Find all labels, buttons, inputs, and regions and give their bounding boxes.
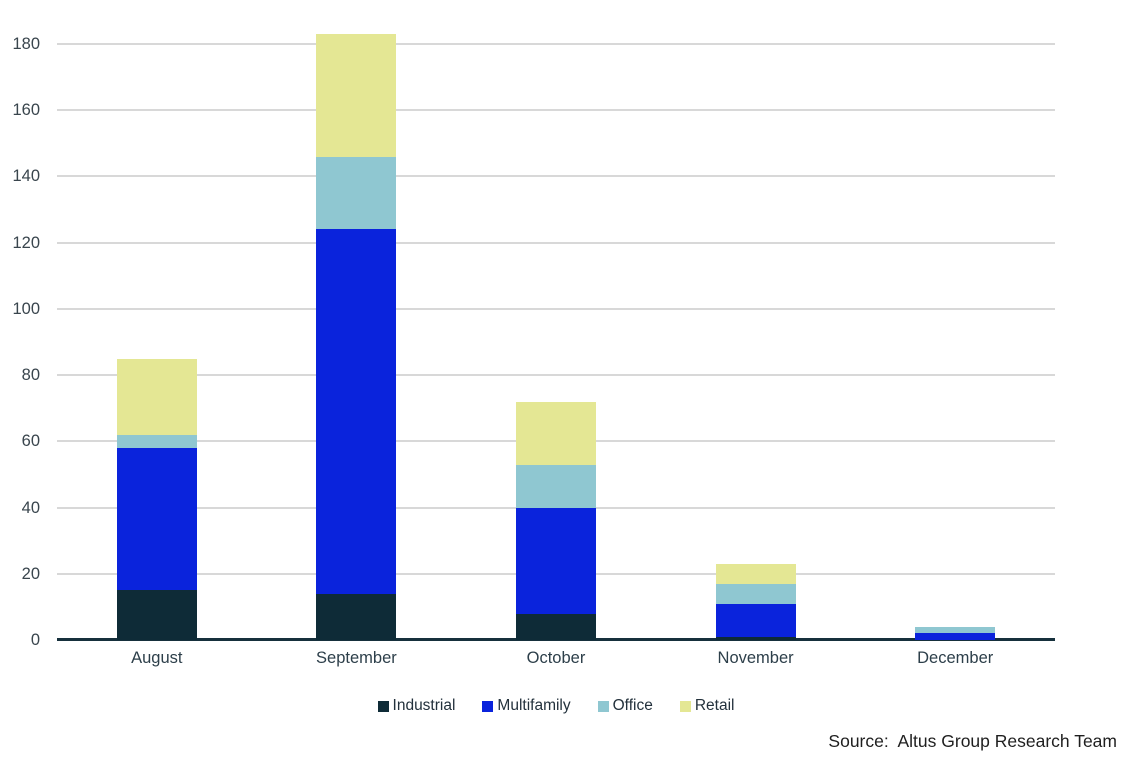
gridline-120 bbox=[57, 241, 1055, 244]
legend-label-multifamily: Multifamily bbox=[497, 697, 571, 714]
gridline-100 bbox=[57, 307, 1055, 310]
bar-december-office bbox=[915, 626, 996, 634]
legend: Industrial Multifamily Office Retail bbox=[57, 696, 1055, 716]
legend-marker-multifamily bbox=[482, 700, 494, 712]
legend-label-industrial: Industrial bbox=[392, 697, 456, 714]
legend-item-retail: Retail bbox=[679, 697, 735, 715]
bar-november-industrial bbox=[715, 636, 796, 640]
bar-october-industrial bbox=[516, 613, 596, 640]
gridline-180 bbox=[57, 43, 1055, 45]
source-attribution: Source: Altus Group Research Team bbox=[828, 731, 1117, 751]
gridline-80 bbox=[57, 374, 1055, 377]
y-tick-label-140: 140 bbox=[12, 167, 40, 186]
bar-november-multifamily bbox=[715, 603, 796, 637]
gridline-160 bbox=[57, 109, 1055, 112]
plot-area bbox=[57, 34, 1055, 641]
y-tick-label-160: 160 bbox=[12, 101, 40, 120]
bar-august-retail bbox=[116, 358, 197, 435]
y-tick-label-80: 80 bbox=[21, 366, 40, 385]
legend-item-office: Office bbox=[597, 697, 653, 715]
bar-august-multifamily bbox=[116, 447, 197, 591]
legend-label-office: Office bbox=[612, 697, 653, 714]
bar-november-office bbox=[715, 583, 796, 604]
y-tick-label-100: 100 bbox=[12, 299, 40, 318]
y-tick-label-0: 0 bbox=[30, 631, 40, 649]
x-category-label-august: August bbox=[131, 649, 183, 667]
y-axis-tick-labels: 0 20 40 60 80 100 120 140 160 180 bbox=[0, 35, 40, 649]
bar-october-retail bbox=[516, 401, 596, 465]
legend-marker-retail bbox=[679, 700, 691, 712]
bar-october-multifamily bbox=[516, 507, 596, 614]
y-tick-label-180: 180 bbox=[12, 35, 40, 53]
bar-october-office bbox=[516, 464, 596, 508]
bar-december-multifamily bbox=[915, 633, 996, 640]
legend-marker-industrial bbox=[377, 700, 389, 712]
y-tick-label-20: 20 bbox=[21, 564, 40, 583]
x-axis-category-labels: August September October November December bbox=[57, 649, 1055, 673]
bar-august-industrial bbox=[116, 590, 197, 640]
bar-august-office bbox=[116, 434, 197, 448]
legend-item-multifamily: Multifamily bbox=[482, 697, 571, 715]
x-category-label-december: December bbox=[917, 649, 994, 667]
x-category-label-september: September bbox=[316, 649, 397, 667]
legend-marker-office bbox=[597, 700, 609, 712]
legend-label-retail: Retail bbox=[694, 697, 735, 714]
x-category-label-november: November bbox=[717, 649, 794, 667]
y-tick-label-120: 120 bbox=[12, 233, 40, 252]
bar-september-retail bbox=[316, 34, 397, 157]
bar-september-office bbox=[316, 156, 397, 230]
legend-item-industrial: Industrial bbox=[377, 697, 456, 715]
bar-september-multifamily bbox=[316, 229, 397, 594]
bar-september-industrial bbox=[316, 593, 397, 640]
gridline-140 bbox=[57, 175, 1055, 178]
x-category-label-october: October bbox=[526, 649, 586, 667]
bar-november-retail bbox=[715, 563, 796, 584]
y-tick-label-40: 40 bbox=[21, 498, 40, 517]
y-tick-label-60: 60 bbox=[21, 432, 40, 451]
